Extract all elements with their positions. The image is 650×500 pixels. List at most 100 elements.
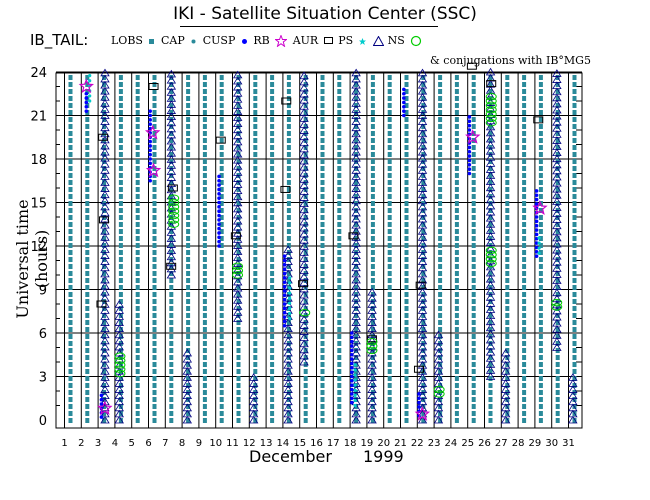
ns-marker: [166, 228, 177, 236]
ns-marker: [417, 202, 428, 211]
conj-marker: [232, 271, 244, 279]
cusp-marker: [148, 113, 152, 118]
ns-marker: [552, 160, 562, 169]
cusp-marker: [349, 344, 354, 348]
ns-marker: [166, 81, 177, 90]
aur-marker: [298, 280, 309, 288]
ns-marker: [417, 251, 428, 259]
cusp-marker: [148, 118, 152, 122]
ns-marker: [283, 367, 293, 375]
ps-marker: [353, 403, 357, 408]
ns-marker: [367, 354, 377, 363]
ns-marker: [166, 234, 177, 242]
ns-marker: [299, 284, 309, 293]
ns-marker: [114, 397, 124, 406]
ns-marker: [485, 274, 496, 283]
ns-marker: [232, 143, 243, 152]
ns-marker: [182, 373, 193, 381]
ns-marker: [100, 105, 110, 113]
ns-marker: [166, 112, 177, 121]
x-axis-month-label: December: [249, 447, 332, 466]
ns-marker: [283, 330, 293, 339]
ns-marker: [248, 391, 259, 400]
ns-marker: [232, 295, 243, 304]
ns-marker: [485, 128, 496, 137]
ns-marker: [417, 348, 428, 357]
ns-marker: [485, 226, 496, 234]
ns-marker: [283, 415, 293, 424]
cusp-marker: [282, 319, 287, 324]
ps-marker: [288, 316, 292, 321]
cusp-marker: [534, 254, 539, 258]
ns-marker: [552, 136, 562, 144]
conj-marker: [551, 298, 563, 307]
ns-marker: [552, 184, 562, 193]
ns-marker: [485, 177, 496, 186]
ns-marker: [299, 101, 309, 110]
ns-marker: [166, 240, 177, 248]
aur-square-icon: [323, 37, 333, 44]
ns-marker: [351, 403, 361, 412]
ns-marker: [351, 86, 361, 95]
ns-marker: [232, 82, 243, 91]
x-tick-label: 19: [361, 438, 374, 449]
ns-marker: [299, 254, 309, 262]
plot-frame: [55, 72, 583, 429]
ns-marker: [182, 354, 193, 363]
conj-marker: [433, 390, 445, 398]
ns-marker: [299, 217, 309, 226]
cusp-marker: [349, 400, 354, 405]
ns-marker: [417, 239, 428, 247]
ns-marker: [417, 135, 428, 144]
ns-marker: [417, 111, 428, 119]
ns-marker: [100, 233, 110, 241]
ns-marker: [417, 336, 428, 345]
ns-marker: [100, 184, 110, 192]
cusp-marker: [148, 109, 152, 113]
ns-marker: [299, 333, 309, 342]
ns-marker: [166, 185, 177, 194]
ns-marker: [100, 287, 110, 296]
ns-marker: [417, 153, 428, 162]
cusp-marker: [534, 250, 539, 254]
cusp-marker: [217, 178, 221, 183]
ns-marker: [552, 178, 562, 187]
ns-marker: [100, 318, 110, 326]
ns-marker: [552, 306, 562, 315]
ns-marker: [283, 324, 293, 333]
ns-marker: [417, 373, 428, 381]
ns-marker: [100, 123, 110, 132]
cusp-marker: [534, 236, 539, 241]
ns-marker: [351, 129, 361, 138]
ns-marker: [417, 159, 428, 168]
cusp-marker: [217, 235, 221, 240]
cusp-marker: [282, 293, 287, 298]
ns-marker: [100, 74, 110, 83]
ns-marker: [485, 323, 496, 332]
ns-marker: [485, 67, 496, 76]
ns-marker: [433, 360, 444, 369]
ns-marker: [433, 391, 444, 400]
ns-marker: [485, 341, 496, 350]
x-tick-label: 31: [562, 438, 575, 449]
ns-marker: [552, 117, 562, 126]
ns-marker: [485, 372, 496, 380]
ns-marker: [552, 318, 562, 327]
cusp-marker: [349, 379, 354, 383]
ns-marker: [433, 336, 444, 345]
ns-marker: [367, 379, 377, 387]
ns-marker: [500, 415, 511, 424]
ns-marker: [417, 263, 428, 272]
ns-marker: [552, 239, 562, 248]
cusp-dot-icon: [241, 38, 247, 44]
ns-marker: [100, 312, 110, 320]
ns-marker: [351, 354, 361, 363]
cusp-marker: [534, 228, 539, 232]
ns-marker: [552, 282, 562, 291]
ns-marker: [232, 192, 243, 201]
ns-marker: [232, 149, 243, 158]
ns-marker: [166, 136, 177, 145]
conj-marker: [168, 207, 180, 215]
aur-marker: [486, 80, 497, 88]
